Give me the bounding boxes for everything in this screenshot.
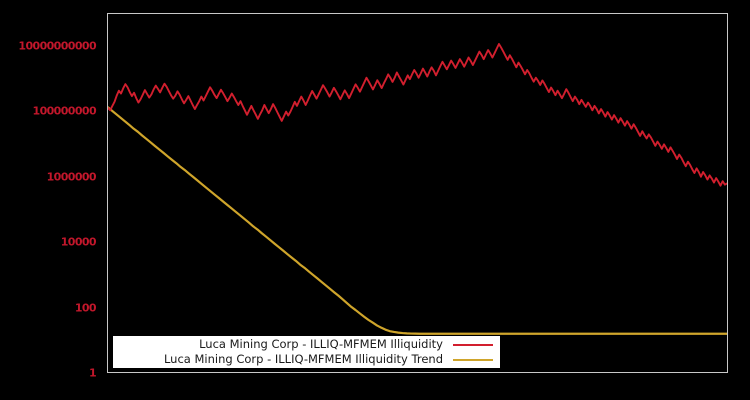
- legend-line-sample-illiquidity: [450, 338, 496, 351]
- y-axis-tick-label: 1: [88, 366, 97, 380]
- y-axis-tick-label: 1000000: [46, 170, 97, 184]
- plot-area: [107, 13, 728, 373]
- legend: Luca Mining Corp - ILLIQ-MFMEM Illiquidi…: [113, 336, 500, 368]
- y-axis: 10000000000 100000000 1000000 10000 100 1: [0, 0, 107, 400]
- y-axis-tick-label: 10000: [60, 235, 97, 249]
- y-axis-tick-label: 100000000: [32, 104, 97, 118]
- legend-item-illiquidity: Luca Mining Corp - ILLIQ-MFMEM Illiquidi…: [113, 337, 496, 352]
- y-axis-tick-label: 10000000000: [18, 39, 96, 53]
- series-line-illiquidity: [108, 43, 727, 187]
- legend-item-illiquidity-trend: Luca Mining Corp - ILLIQ-MFMEM Illiquidi…: [113, 352, 496, 367]
- legend-label-illiquidity-trend: Luca Mining Corp - ILLIQ-MFMEM Illiquidi…: [163, 352, 443, 366]
- series-line-trend: [108, 106, 727, 335]
- y-axis-tick-label: 100: [74, 301, 97, 315]
- series-svg: [108, 43, 727, 335]
- legend-line-sample-trend: [450, 353, 496, 366]
- legend-label-illiquidity: Luca Mining Corp - ILLIQ-MFMEM Illiquidi…: [199, 337, 443, 351]
